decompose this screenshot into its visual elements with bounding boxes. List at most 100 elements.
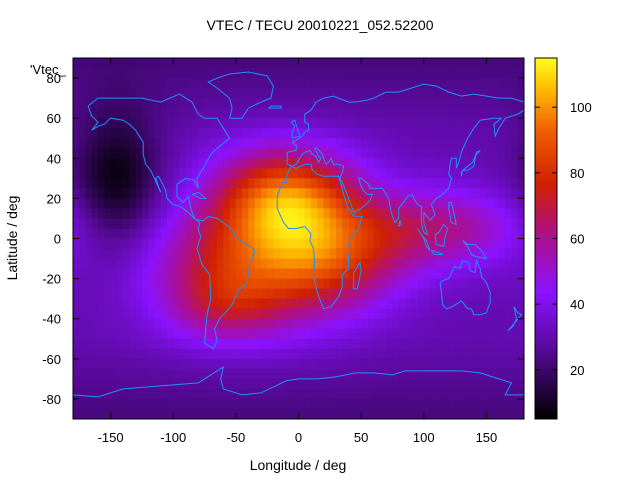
heatmap-cell — [511, 358, 519, 370]
heatmap-cell — [123, 328, 130, 340]
heatmap-cell — [430, 188, 437, 199]
heatmap-cell — [467, 138, 475, 149]
heatmap-cell — [110, 268, 118, 280]
heatmap-cell — [392, 68, 400, 79]
heatmap-cell — [517, 368, 524, 380]
heatmap-cell — [373, 368, 381, 380]
heatmap-cell — [417, 238, 425, 250]
heatmap-cell — [386, 218, 394, 230]
heatmap-cell — [129, 278, 137, 290]
heatmap-cell — [423, 148, 431, 159]
heatmap-cell — [448, 188, 456, 199]
heatmap-cell — [204, 248, 212, 260]
heatmap-cell — [448, 358, 456, 370]
heatmap-cell — [104, 248, 112, 260]
heatmap-cell — [354, 98, 362, 109]
heatmap-cell — [373, 148, 381, 159]
heatmap-cell — [217, 108, 224, 119]
heatmap-cell — [198, 138, 206, 149]
heatmap-cell — [336, 98, 343, 109]
heatmap-cell — [361, 308, 369, 320]
heatmap-cell — [430, 348, 437, 360]
heatmap-cell — [141, 78, 149, 89]
heatmap-cell — [260, 298, 268, 310]
heatmap-cell — [323, 258, 331, 270]
heatmap-cell — [229, 278, 237, 290]
heatmap-cell — [311, 98, 318, 109]
heatmap-cell — [505, 398, 513, 410]
heatmap-cell — [223, 118, 231, 129]
heatmap-cell — [411, 358, 419, 370]
heatmap-cell — [354, 58, 362, 69]
heatmap-cell — [285, 238, 293, 250]
heatmap-cell — [279, 158, 287, 169]
heatmap-cell — [492, 208, 500, 220]
heatmap-cell — [116, 338, 124, 350]
heatmap-cell — [511, 208, 519, 220]
heatmap-cell — [135, 368, 143, 380]
heatmap-cell — [217, 68, 224, 79]
heatmap-cell — [135, 118, 143, 129]
heatmap-cell — [342, 368, 350, 380]
heatmap-cell — [98, 228, 105, 240]
heatmap-cell — [342, 148, 350, 159]
heatmap-cell — [110, 68, 118, 79]
heatmap-cell — [285, 78, 293, 89]
heatmap-cell — [505, 328, 513, 340]
heatmap-cell — [141, 278, 149, 290]
heatmap-cell — [379, 198, 387, 210]
heatmap-cell — [141, 228, 149, 240]
heatmap-cell — [386, 318, 394, 330]
heatmap-cell — [505, 128, 513, 139]
heatmap-cell — [505, 98, 513, 109]
heatmap-cell — [517, 188, 524, 199]
heatmap-cell — [129, 198, 137, 210]
heatmap-cell — [311, 378, 318, 390]
heatmap-cell — [354, 218, 362, 230]
heatmap-cell — [217, 358, 224, 370]
heatmap-cell — [417, 298, 425, 310]
heatmap-cell — [348, 218, 356, 230]
heatmap-cell — [498, 338, 506, 350]
heatmap-cell — [323, 108, 331, 119]
heatmap-cell — [198, 308, 206, 320]
heatmap-cell — [204, 88, 212, 99]
heatmap-cell — [517, 68, 524, 79]
heatmap-cell — [254, 138, 262, 149]
heatmap-cell — [229, 128, 237, 139]
heatmap-cell — [116, 158, 124, 169]
heatmap-cell — [404, 198, 412, 210]
heatmap-cell — [498, 98, 506, 109]
heatmap-cell — [448, 398, 456, 410]
heatmap-cell — [480, 268, 488, 280]
coastline — [268, 105, 282, 109]
heatmap-cell — [123, 318, 130, 330]
heatmap-cell — [323, 218, 331, 230]
heatmap-cell — [166, 258, 174, 270]
heatmap-cell — [336, 198, 343, 210]
heatmap-cell — [511, 128, 519, 139]
heatmap-cell — [73, 188, 80, 199]
heatmap-cell — [311, 158, 318, 169]
heatmap-cell — [141, 88, 149, 99]
heatmap-cell — [104, 218, 112, 230]
heatmap-cell — [192, 318, 199, 330]
heatmap-cell — [148, 358, 156, 370]
heatmap-cell — [398, 368, 406, 380]
heatmap-cell — [492, 218, 500, 230]
heatmap-cell — [279, 98, 287, 109]
heatmap-cell — [323, 318, 331, 330]
heatmap-cell — [185, 148, 193, 159]
y-tick-label: -60 — [42, 352, 61, 367]
heatmap-cell — [185, 408, 193, 419]
heatmap-cell — [392, 178, 400, 189]
y-tick-label: 80 — [47, 71, 61, 86]
heatmap-cell — [185, 188, 193, 199]
heatmap-cell — [204, 278, 212, 290]
heatmap-cell — [423, 268, 431, 280]
heatmap-cell — [217, 88, 224, 99]
heatmap-cell — [336, 298, 343, 310]
heatmap-cell — [229, 78, 237, 89]
heatmap-cell — [160, 78, 168, 89]
heatmap-cell — [192, 138, 199, 149]
